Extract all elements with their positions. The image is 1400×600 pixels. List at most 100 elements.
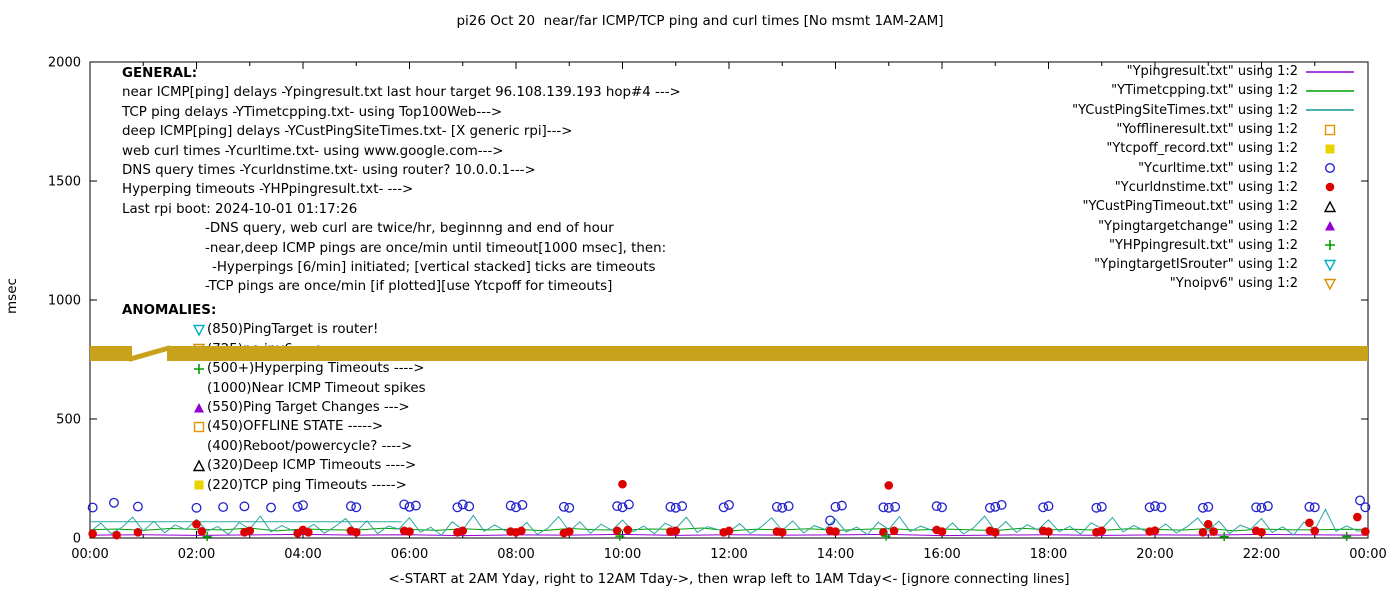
plus-anomaly-icon [191, 362, 207, 376]
legend-label: "YHPpingresult.txt" using 1:2 [1109, 237, 1298, 253]
legend-item: "YCustPingSiteTimes.txt" using 1:2 [1072, 101, 1356, 120]
no-anomaly-icon [191, 439, 207, 453]
square-filled-anomaly-icon [191, 478, 207, 492]
anomaly-item: (500+)Hyperping Timeouts ----> [191, 359, 426, 378]
svg-text:16:00: 16:00 [923, 547, 960, 562]
legend-label: "Ynoipv6" using 1:2 [1169, 276, 1298, 292]
legend-label: "Yofflineresult.txt" using 1:2 [1116, 122, 1298, 138]
general-annotations: GENERAL: near ICMP[ping] delays -Ypingre… [122, 64, 681, 297]
line-legend-icon [1304, 84, 1356, 98]
legend-item: "YpingtargetISrouter" using 1:2 [1072, 255, 1356, 274]
anomaly-text: (220)TCP ping Timeouts -----> [207, 477, 407, 493]
anomalies-annotations: ANOMALIES: (850)PingTarget is router!(72… [122, 301, 426, 495]
anomaly-item: (400)Reboot/powercycle? ----> [191, 437, 426, 456]
circle-open-legend-icon [1304, 161, 1356, 175]
anomaly-item: (1000)Near ICMP Timeout spikes [191, 379, 426, 398]
circle-filled-legend-icon [1304, 180, 1356, 194]
svg-text:02:00: 02:00 [178, 547, 215, 562]
general-line: Last rpi boot: 2024-10-01 01:17:26 [122, 201, 358, 217]
tri-up-filled-anomaly-icon [191, 401, 207, 415]
general-line: deep ICMP[ping] delays -YCustPingSiteTim… [122, 124, 573, 140]
general-line: near ICMP[ping] delays -Ypingresult.txt … [122, 85, 681, 101]
legend-item: "Ypingtargetchange" using 1:2 [1072, 216, 1356, 235]
legend-item: "Yofflineresult.txt" using 1:2 [1072, 120, 1356, 139]
legend-label: "YpingtargetISrouter" using 1:2 [1094, 257, 1298, 273]
svg-text:04:00: 04:00 [284, 547, 321, 562]
anomaly-item: (220)TCP ping Timeouts -----> [191, 476, 426, 495]
anomaly-text: (1000)Near ICMP Timeout spikes [207, 380, 426, 396]
general-line: -Hyperpings [6/min] initiated; [vertical… [212, 260, 656, 276]
general-line: Hyperping timeouts -YHPpingresult.txt- -… [122, 182, 414, 198]
legend-item: "Ytcpoff_record.txt" using 1:2 [1072, 139, 1356, 158]
tri-up-filled-legend-icon [1304, 219, 1356, 233]
line-legend-icon [1304, 103, 1356, 117]
line-legend-icon [1304, 65, 1356, 79]
svg-text:500: 500 [56, 413, 81, 428]
anomaly-text: (550)Ping Target Changes ---> [207, 399, 410, 415]
legend-item: "YTimetcpping.txt" using 1:2 [1072, 81, 1356, 100]
general-line: -DNS query, web curl are twice/hr, begin… [205, 221, 614, 237]
general-line: web curl times -Ycurltime.txt- using www… [122, 143, 504, 159]
legend-item: "Ynoipv6" using 1:2 [1072, 274, 1356, 293]
svg-text:12:00: 12:00 [710, 547, 747, 562]
square-open-anomaly-icon [191, 420, 207, 434]
svg-text:00:00: 00:00 [1349, 547, 1386, 562]
legend-label: "YTimetcpping.txt" using 1:2 [1111, 83, 1298, 99]
no-anomaly-icon [191, 381, 207, 395]
legend-label: "Ycurltime.txt" using 1:2 [1138, 160, 1298, 176]
legend-label: "YCustPingTimeout.txt" using 1:2 [1082, 199, 1298, 215]
legend-item: "Ycurltime.txt" using 1:2 [1072, 158, 1356, 177]
anomaly-item: (550)Ping Target Changes ---> [191, 398, 426, 417]
chart-title: pi26 Oct 20 near/far ICMP/TCP ping and c… [456, 13, 944, 29]
plus-legend-icon [1304, 238, 1356, 252]
tri-up-open-anomaly-icon [191, 459, 207, 473]
tri-up-open-legend-icon [1304, 200, 1356, 214]
band-segment-left [90, 346, 132, 361]
anomaly-text: (320)Deep ICMP Timeouts ----> [207, 458, 417, 474]
legend-label: "Ytcpoff_record.txt" using 1:2 [1106, 141, 1298, 157]
svg-text:14:00: 14:00 [817, 547, 854, 562]
svg-text:18:00: 18:00 [1030, 547, 1067, 562]
square-filled-legend-icon [1304, 142, 1356, 156]
svg-text:0: 0 [73, 532, 81, 547]
anomaly-item: (320)Deep ICMP Timeouts ----> [191, 456, 426, 475]
legend-item: "YCustPingTimeout.txt" using 1:2 [1072, 197, 1356, 216]
anomaly-item: (450)OFFLINE STATE -----> [191, 417, 426, 436]
tri-down-open-legend-icon [1304, 277, 1356, 291]
legend-label: "YCustPingSiteTimes.txt" using 1:2 [1072, 102, 1298, 118]
axis-tick-labels: 00:00 02:00 04:00 06:00 08:00 10:00 12:00 14:00… [48, 56, 1387, 563]
tri-down-open-legend-icon [1304, 258, 1356, 272]
legend-label: "Ypingresult.txt" using 1:2 [1126, 64, 1298, 80]
legend-item: "Ypingresult.txt" using 1:2 [1072, 62, 1356, 81]
anomaly-text: (400)Reboot/powercycle? ----> [207, 438, 413, 454]
legend-label: "Ypingtargetchange" using 1:2 [1098, 218, 1298, 234]
series-ycurltime-txt [87, 495, 1371, 526]
general-lines: near ICMP[ping] delays -Ypingresult.txt … [122, 83, 681, 296]
anomaly-text: (850)PingTarget is router! [207, 322, 379, 338]
y-axis-label: msec [4, 278, 20, 314]
anomalies-heading: ANOMALIES: [122, 303, 217, 318]
anomaly-items: (850)PingTarget is router!(725)no ipv6 -… [191, 320, 426, 495]
series-yhppingresult-txt [202, 531, 1352, 542]
svg-text:2000: 2000 [48, 56, 81, 71]
general-heading: GENERAL: [122, 66, 198, 81]
square-open-legend-icon [1304, 123, 1356, 137]
svg-text:00:00: 00:00 [71, 547, 108, 562]
svg-text:10:00: 10:00 [604, 547, 641, 562]
anomaly-text: (500+)Hyperping Timeouts ----> [207, 361, 425, 377]
legend-item: "Ycurldnstime.txt" using 1:2 [1072, 178, 1356, 197]
series-ycurldnstime-txt [88, 479, 1370, 540]
svg-text:20:00: 20:00 [1136, 547, 1173, 562]
legend-label: "Ycurldnstime.txt" using 1:2 [1114, 179, 1298, 195]
svg-text:1500: 1500 [48, 175, 81, 190]
general-line: -near,deep ICMP pings are once/min until… [205, 240, 667, 256]
band-segment-right [166, 346, 1368, 361]
svg-text:22:00: 22:00 [1243, 547, 1280, 562]
svg-text:1000: 1000 [48, 294, 81, 309]
general-line: TCP ping delays -YTimetcpping.txt- using… [122, 104, 503, 120]
general-line: DNS query times -Ycurldnstime.txt- using… [122, 163, 536, 179]
tri-down-open-anomaly-icon [191, 323, 207, 337]
anomaly-item: (850)PingTarget is router! [191, 320, 426, 339]
